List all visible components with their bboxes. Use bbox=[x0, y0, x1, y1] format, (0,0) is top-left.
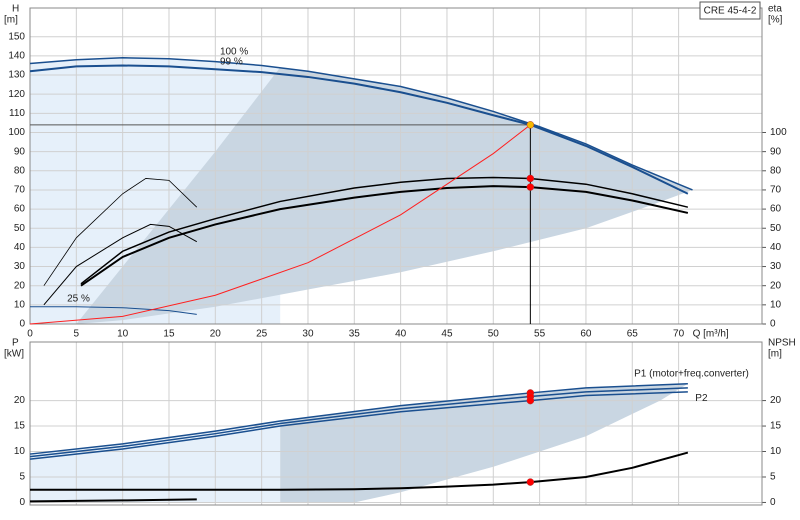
product-box bbox=[699, 1, 761, 20]
y2-tick-label: 40 bbox=[770, 242, 782, 253]
y-tick-label: 30 bbox=[14, 261, 26, 272]
y2-tick-label: 30 bbox=[770, 261, 782, 272]
x-tick-label: 30 bbox=[302, 329, 314, 340]
y2-tick-label: 20 bbox=[770, 395, 782, 406]
y-tick-label: 60 bbox=[14, 204, 26, 215]
x-tick-label: 45 bbox=[441, 329, 453, 340]
y2-axis-title: NPSH bbox=[768, 338, 796, 349]
y2-tick-label: 80 bbox=[770, 165, 782, 176]
annotation: 100 % bbox=[220, 47, 248, 58]
y-tick-label: 150 bbox=[8, 31, 25, 42]
y2-tick-label: 5 bbox=[770, 472, 776, 483]
y2-tick-label: 20 bbox=[770, 280, 782, 291]
curve bbox=[43, 223, 198, 306]
curve bbox=[30, 306, 197, 315]
x-tick-label: 60 bbox=[580, 329, 592, 340]
y2-axis-title: eta bbox=[768, 4, 782, 15]
y-tick-label: 80 bbox=[14, 165, 26, 176]
x-tick-label: 50 bbox=[488, 329, 500, 340]
curve bbox=[29, 498, 197, 503]
y2-tick-label: 15 bbox=[770, 421, 782, 432]
curve bbox=[30, 451, 689, 491]
y-tick-label: 50 bbox=[14, 223, 26, 234]
y-tick-label: 10 bbox=[14, 299, 26, 310]
y-axis-unit: [kW] bbox=[4, 349, 24, 360]
x-tick-label: 5 bbox=[74, 329, 80, 340]
curve bbox=[29, 391, 688, 460]
curve bbox=[80, 185, 689, 287]
y2-axis-unit: [%] bbox=[768, 15, 783, 26]
y2-tick-label: 90 bbox=[770, 146, 782, 157]
y-tick-label: 0 bbox=[19, 497, 25, 508]
point-marker bbox=[526, 183, 535, 191]
curve bbox=[29, 57, 693, 191]
curve bbox=[29, 387, 688, 458]
annotation: 25 % bbox=[67, 294, 90, 305]
x-axis-title: Q [m³/h] bbox=[693, 329, 729, 340]
y-tick-label: 100 bbox=[8, 127, 25, 138]
y-tick-label: 0 bbox=[19, 319, 25, 330]
y-tick-label: 20 bbox=[14, 395, 26, 406]
y-tick-label: 90 bbox=[14, 146, 26, 157]
operating-area bbox=[30, 420, 281, 503]
x-tick-label: 65 bbox=[627, 329, 639, 340]
y-tick-label: 15 bbox=[14, 421, 26, 432]
curve bbox=[29, 64, 689, 195]
y-tick-label: 10 bbox=[14, 446, 26, 457]
y-axis-title: P bbox=[12, 338, 19, 349]
annotation: 99 % bbox=[220, 56, 243, 67]
curve bbox=[80, 176, 689, 285]
point-marker bbox=[526, 478, 535, 486]
y-tick-label: 120 bbox=[8, 89, 25, 100]
y2-tick-label: 50 bbox=[770, 223, 782, 234]
y-tick-label: 110 bbox=[9, 108, 25, 119]
y2-tick-label: 100 bbox=[770, 127, 787, 138]
y-tick-label: 5 bbox=[19, 472, 25, 483]
x-tick-label: 15 bbox=[163, 329, 175, 340]
x-tick-label: 55 bbox=[534, 329, 546, 340]
x-tick-label: 20 bbox=[210, 329, 222, 340]
point-marker bbox=[526, 174, 535, 183]
y-axis-unit: [m] bbox=[4, 15, 18, 26]
annotation: P2 bbox=[695, 393, 708, 404]
product-name: CRE 45-4-2 bbox=[704, 6, 757, 17]
y-tick-label: 140 bbox=[8, 51, 25, 62]
operating-area bbox=[76, 67, 693, 325]
y-tick-label: 130 bbox=[8, 70, 25, 81]
y2-tick-label: 10 bbox=[770, 446, 782, 457]
x-tick-label: 25 bbox=[256, 329, 268, 340]
x-tick-label: 0 bbox=[27, 329, 33, 340]
x-tick-label: 40 bbox=[395, 329, 407, 340]
point-marker bbox=[526, 121, 535, 129]
annotation: P1 (motor+freq.converter) bbox=[634, 369, 749, 380]
y2-tick-label: 0 bbox=[770, 497, 776, 508]
plot-frame bbox=[29, 341, 763, 506]
y2-axis-unit: [m] bbox=[768, 349, 782, 360]
point-marker bbox=[526, 396, 535, 405]
y2-tick-label: 0 bbox=[770, 319, 776, 330]
y2-tick-label: 70 bbox=[770, 185, 782, 196]
x-tick-label: 70 bbox=[673, 329, 685, 340]
y-axis-title: H bbox=[12, 4, 19, 15]
y-tick-label: 70 bbox=[14, 185, 26, 196]
plot-frame bbox=[29, 7, 763, 325]
y2-tick-label: 60 bbox=[770, 204, 782, 215]
curve bbox=[29, 124, 531, 325]
x-tick-label: 35 bbox=[349, 329, 361, 340]
y2-tick-label: 10 bbox=[770, 299, 782, 310]
y-tick-label: 20 bbox=[14, 280, 26, 291]
curve bbox=[43, 178, 198, 286]
curve bbox=[29, 383, 688, 455]
x-tick-label: 10 bbox=[117, 329, 129, 340]
y-tick-label: 40 bbox=[14, 242, 26, 253]
